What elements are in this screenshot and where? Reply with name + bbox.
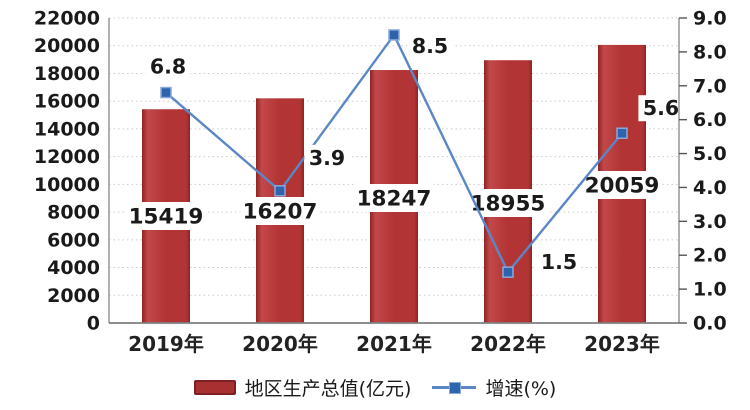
- axes: 0 2000 4000 6000 8000 10000 12000 14000 16000 180…: [34, 8, 727, 357]
- bar-label-box: [240, 197, 320, 225]
- x-axis-label: 2019年: [128, 332, 204, 356]
- legend: 地区生产总值(亿元) 增速(%): [0, 374, 750, 401]
- left-tick-label: 2000: [47, 285, 100, 307]
- right-tick-label: 0.0: [693, 313, 727, 335]
- right-tick-label: 6.0: [693, 109, 727, 131]
- line-value-label: 1.5: [541, 250, 577, 274]
- left-tick-label: 22000: [34, 8, 100, 30]
- line-marker-icon: [388, 29, 400, 41]
- bar-value-label: 18247: [357, 187, 432, 212]
- bar-label-box: [468, 189, 548, 217]
- line-value-label: 8.5: [412, 34, 448, 58]
- line-label-box: [407, 32, 453, 59]
- right-tick-label: 8.0: [693, 41, 727, 63]
- right-tick-label: 7.0: [693, 75, 727, 97]
- bar-label-box: [354, 184, 434, 212]
- line-label-box: [638, 95, 684, 122]
- line-label-box: [304, 144, 350, 171]
- left-tick-label: 12000: [34, 146, 100, 168]
- bar-value-label: 15419: [129, 205, 204, 230]
- right-tick-label: 9.0: [693, 8, 727, 30]
- left-tick-label: 20000: [34, 35, 100, 57]
- legend-line-label: 增速(%): [485, 378, 557, 400]
- right-tick-label: 4.0: [693, 177, 727, 199]
- bar-label-box: [126, 202, 206, 230]
- bar-value-label: 20059: [585, 174, 660, 199]
- left-tick-label: 16000: [34, 91, 100, 113]
- line-marker-icon: [616, 127, 628, 139]
- x-axis-label: 2023年: [584, 332, 660, 356]
- line-data-labels: 6.8 3.9 8.5 1.5 5.6: [145, 32, 684, 276]
- right-tick-label: 5.0: [693, 143, 727, 165]
- line-value-label: 3.9: [309, 146, 345, 170]
- line-markers: [160, 29, 628, 278]
- legend-line-marker-icon: [449, 382, 462, 394]
- bar-label-box: [582, 171, 662, 199]
- line-label-box: [536, 249, 582, 276]
- bar-value-label: 18955: [471, 192, 546, 217]
- line-label-box: [145, 53, 191, 80]
- bar-data-labels: 15419 16207 18247 18955 20059: [126, 171, 662, 230]
- left-tick-label: 10000: [34, 174, 100, 196]
- line-marker-icon: [502, 266, 514, 278]
- x-axis-label: 2022年: [470, 332, 546, 356]
- legend-bar-swatch: [193, 380, 236, 395]
- x-axis-label: 2021年: [356, 332, 432, 356]
- right-tick-label: 3.0: [693, 211, 727, 233]
- right-tick-label: 1.0: [693, 279, 727, 301]
- line-value-label: 6.8: [150, 55, 186, 79]
- line-marker-icon: [160, 86, 172, 99]
- left-tick-label: 0: [87, 313, 100, 335]
- left-tick-label: 18000: [34, 63, 100, 85]
- x-axis-label: 2020年: [242, 332, 318, 356]
- legend-bar-label: 地区生产总值(亿元): [244, 378, 412, 400]
- line-marker-icon: [274, 185, 286, 197]
- left-tick-label: 8000: [47, 202, 100, 224]
- left-tick-label: 14000: [34, 118, 100, 140]
- right-tick-label: 2.0: [693, 245, 727, 267]
- legend-line-swatch: [432, 382, 477, 394]
- left-tick-label: 4000: [47, 257, 100, 279]
- bar-value-label: 16207: [243, 200, 318, 225]
- left-tick-label: 6000: [47, 229, 100, 251]
- line-value-label: 5.6: [643, 96, 679, 120]
